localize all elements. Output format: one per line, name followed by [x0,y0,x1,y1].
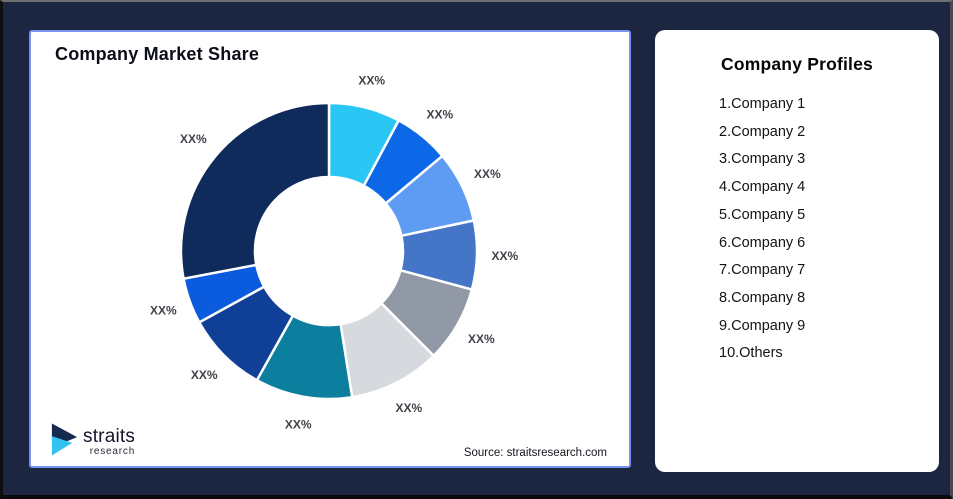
straits-logo-icon [51,423,78,456]
logo-sub-text: research [89,446,136,457]
slice-percent-label: XX% [474,167,501,181]
slice-percent-label: XX% [285,417,312,431]
logo-brand-text: straits [83,426,136,447]
company-profiles-card: Company Profiles 1.Company 1 2.Company 2 3… [655,30,939,472]
slice-percent-label: XX% [492,249,519,263]
company-list-item: 2.Company 2 [719,123,806,140]
donut-slice-10 [179,101,331,280]
company-list-item: 5.Company 5 [719,206,806,223]
slice-percent-label: XX% [358,73,385,87]
chart-title: Company Market Share [55,44,260,64]
company-list-item: 4.Company 4 [719,179,806,196]
company-list-item: 6.Company 6 [719,234,806,251]
profiles-title: Company Profiles [721,54,873,74]
company-list-item: 1.Company 1 [719,96,806,112]
donut-chart: XX% XX% XX% XX% XX% XX% XX% XX% XX% XX% [150,73,519,431]
company-list-item: 7.Company 7 [719,262,806,279]
company-list-item: 3.Company 3 [719,151,806,168]
company-list-item: 9.Company 9 [719,317,806,334]
slice-percent-label: XX% [180,132,207,146]
slice-percent-label: XX% [427,107,454,121]
logo-wordmark: straits research [83,427,135,457]
company-list: 1.Company 1 2.Company 2 3.Company 3 4.Compa… [719,91,939,368]
company-list-item: 10.Others [719,345,783,362]
slice-percent-label: XX% [468,332,495,346]
company-list-item: 8.Company 8 [719,289,806,306]
slice-percent-label: XX% [150,304,177,318]
source-attribution: Source: straitsresearch.com [463,447,607,459]
straits-research-logo: straits research [49,422,135,458]
market-share-card: Company Market Share XX% XX% XX% XX% XX% XX% X… [29,30,631,468]
slice-percent-label: XX% [396,401,423,415]
slice-percent-label: XX% [191,368,218,382]
